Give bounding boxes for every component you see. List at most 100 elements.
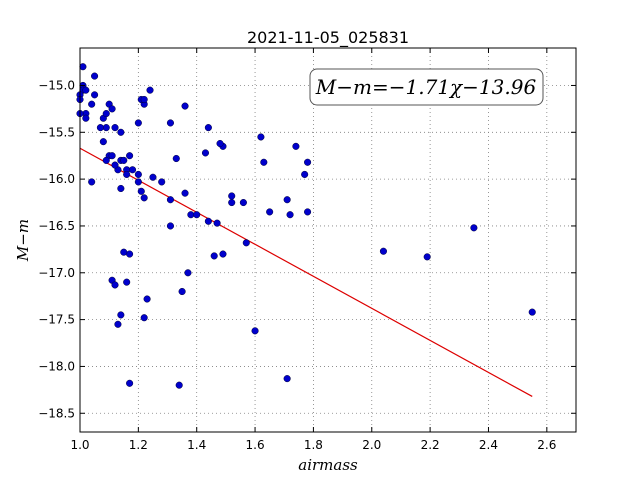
- data-point: [216, 139, 224, 148]
- y-tick-label: −15.5: [38, 125, 75, 139]
- fit-line: [79, 147, 533, 397]
- data-point: [166, 119, 174, 127]
- data-point: [213, 219, 221, 227]
- x-axis-label: airmass: [298, 456, 358, 474]
- data-point: [146, 86, 154, 94]
- y-tick-label: −16.0: [38, 172, 75, 186]
- data-point: [166, 222, 174, 230]
- data-point: [137, 187, 145, 195]
- data-point: [204, 217, 212, 225]
- data-point: [120, 248, 128, 256]
- data-point: [286, 211, 294, 219]
- data-point: [204, 124, 212, 132]
- data-point: [140, 314, 148, 322]
- data-point: [178, 287, 186, 296]
- x-tick-label: 2.4: [479, 438, 498, 452]
- data-point: [128, 166, 137, 174]
- data-point: [260, 158, 268, 166]
- data-point: [175, 381, 183, 389]
- data-point: [126, 152, 134, 160]
- data-point: [166, 196, 174, 204]
- data-point: [379, 247, 387, 255]
- data-point: [117, 311, 125, 319]
- chart-title: 2021-11-05_025831: [247, 28, 409, 48]
- annotation-frame: [309, 68, 544, 106]
- data-point: [111, 281, 119, 289]
- data-point: [201, 149, 210, 157]
- data-point: [102, 156, 110, 164]
- data-point: [470, 224, 478, 232]
- y-axis-label: M−m: [14, 219, 32, 262]
- data-point: [126, 250, 134, 258]
- x-tick-label: 1.4: [187, 438, 206, 452]
- data-point: [117, 128, 125, 136]
- data-point: [108, 105, 116, 113]
- data-point: [283, 375, 291, 383]
- data-point: [134, 119, 142, 127]
- data-point: [210, 252, 218, 260]
- data-point: [239, 198, 247, 207]
- fit-line-layer: [79, 147, 533, 397]
- data-point: [257, 133, 265, 141]
- y-tick-label: −18.5: [38, 406, 75, 420]
- data-point: [140, 95, 148, 104]
- data-point: [423, 253, 431, 261]
- data-point: [99, 138, 107, 146]
- x-tick-label: 2.6: [537, 438, 556, 452]
- data-point: [117, 184, 125, 193]
- data-point: [304, 208, 312, 216]
- x-tick-label: 2.0: [362, 438, 381, 452]
- fit-equation: M−m=−1.71χ−13.96: [315, 75, 537, 99]
- data-point: [82, 114, 90, 122]
- data-point: [143, 295, 151, 303]
- y-tick-label: −18.0: [38, 359, 75, 373]
- x-tick-label: 1.6: [246, 438, 265, 452]
- data-point: [134, 178, 142, 186]
- data-point: [149, 173, 157, 181]
- data-point: [181, 102, 189, 110]
- data-point: [120, 156, 128, 164]
- data-point: [79, 63, 87, 71]
- data-point: [108, 152, 116, 160]
- data-point: [228, 198, 236, 207]
- data-point: [172, 154, 180, 163]
- x-tick-label: 1.2: [129, 438, 148, 452]
- plot-area: [80, 48, 576, 432]
- y-tick-label: −17.0: [38, 266, 75, 280]
- data-points: [76, 63, 536, 389]
- data-point: [123, 278, 131, 286]
- y-tick-label: −15.0: [38, 78, 75, 92]
- fit-annotation-box: M−m=−1.71χ−13.96: [309, 68, 544, 106]
- data-point: [283, 196, 291, 204]
- x-tick-label: 1.0: [70, 438, 89, 452]
- data-point: [123, 170, 131, 178]
- plot-frame: [79, 47, 577, 433]
- data-point: [96, 124, 104, 132]
- data-point: [181, 189, 189, 197]
- data-point: [82, 86, 90, 94]
- data-point: [184, 269, 192, 277]
- y-tick-label: −16.5: [38, 219, 75, 233]
- data-point: [91, 91, 99, 99]
- y-tick-label: −17.5: [38, 313, 75, 327]
- data-point: [91, 72, 99, 80]
- data-point: [88, 100, 96, 108]
- data-point: [266, 208, 274, 216]
- data-point: [111, 124, 119, 132]
- data-point: [111, 161, 119, 169]
- data-point: [88, 178, 96, 186]
- data-point: [528, 308, 536, 316]
- data-point: [251, 327, 259, 335]
- data-point: [158, 178, 166, 186]
- x-tick-label: 2.2: [421, 438, 440, 452]
- data-point: [102, 110, 110, 118]
- data-point: [114, 320, 122, 328]
- data-point: [193, 211, 201, 219]
- data-point: [219, 250, 227, 258]
- data-point: [301, 170, 309, 178]
- x-tick-label: 1.8: [304, 438, 323, 452]
- data-point: [126, 379, 134, 387]
- data-point: [292, 142, 300, 150]
- data-point: [304, 158, 312, 166]
